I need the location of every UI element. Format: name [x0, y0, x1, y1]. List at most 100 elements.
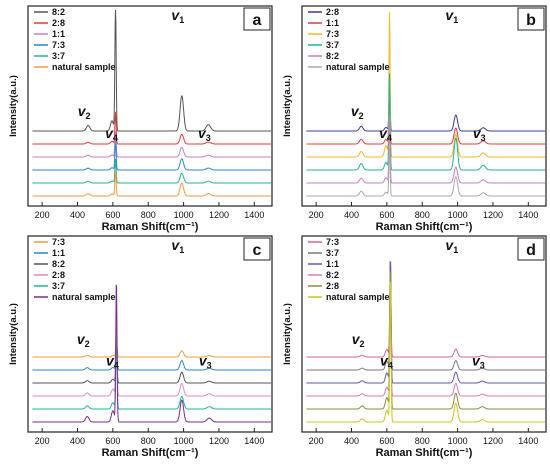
spectrum-line-8-2 — [306, 288, 546, 397]
x-tick-label: 600 — [379, 436, 394, 446]
legend-entry: 2:8 — [52, 18, 65, 28]
peak-label-subscript: 4 — [387, 133, 392, 143]
spectrum-line-7-3 — [32, 141, 272, 171]
panel-label: b — [526, 12, 536, 29]
peak-label-subscript: 1 — [453, 245, 458, 255]
x-tick-label: 600 — [379, 210, 394, 220]
x-axis-label: Raman Shift(cm⁻¹) — [376, 221, 473, 233]
panel-label-box — [243, 237, 271, 261]
legend-entry: 2:8 — [326, 281, 339, 291]
spectrum-line-1-1 — [306, 260, 546, 384]
legend-entry: 7:3 — [52, 237, 65, 247]
legend-entry: 7:3 — [52, 40, 65, 50]
x-axis-label: Raman Shift(cm⁻¹) — [376, 447, 473, 459]
spectrum-line-2-8 — [32, 111, 272, 145]
legend-entry: 3:7 — [52, 281, 65, 291]
x-tick-label: 1200 — [483, 436, 503, 446]
x-tick-label: 400 — [70, 210, 85, 220]
legend-entry: 7:3 — [326, 237, 339, 247]
x-tick-label: 200 — [309, 210, 324, 220]
x-tick-label: 1000 — [448, 210, 468, 220]
legend-entry: 2:8 — [52, 270, 65, 280]
peak-label-subscript: 1 — [453, 15, 458, 25]
x-tick-label: 400 — [344, 436, 359, 446]
x-tick-label: 200 — [35, 436, 50, 446]
spectrum-line-natural-sample — [306, 147, 546, 197]
legend-entry: 1:1 — [326, 259, 339, 269]
plot-frame — [27, 5, 273, 207]
legend-entry: 3:7 — [326, 248, 339, 258]
legend-entry: natural sample — [326, 292, 390, 302]
legend-entry: natural sample — [52, 292, 116, 302]
spectrum-line-2-8 — [306, 85, 546, 132]
spectrum-line-7-3 — [306, 265, 546, 358]
peak-label-subscript: 2 — [360, 339, 365, 349]
x-tick-label: 1200 — [483, 210, 503, 220]
x-tick-label: 1400 — [518, 210, 538, 220]
x-tick-label: 200 — [35, 210, 50, 220]
legend-entry: 3:7 — [52, 51, 65, 61]
spectrum-line-2-8 — [306, 271, 546, 410]
legend-entry: 8:2 — [52, 7, 65, 17]
peak-label-subscript: 3 — [207, 360, 212, 370]
spectrum-line-2-8 — [32, 311, 272, 397]
x-tick-label: 1200 — [209, 210, 229, 220]
spectrum-line-1-1 — [306, 87, 546, 145]
plot-frame — [27, 235, 273, 433]
spectrum-line-1-1 — [32, 131, 272, 158]
spectrum-line-natural-sample — [32, 170, 272, 197]
x-tick-label: 200 — [309, 436, 324, 446]
panel-label: c — [253, 242, 262, 259]
x-tick-label: 400 — [70, 436, 85, 446]
x-tick-label: 800 — [415, 436, 430, 446]
x-tick-label: 1000 — [448, 436, 468, 446]
peak-label-subscript: 4 — [113, 133, 118, 143]
spectrum-line-7-3 — [32, 338, 272, 358]
legend-entry: 2:8 — [326, 7, 339, 17]
panel-label-box — [243, 7, 271, 31]
y-axis-label: Intensity(a.u.) — [282, 303, 293, 365]
peak-label-subscript: 1 — [179, 15, 184, 25]
legend-entry: 8:2 — [52, 259, 65, 269]
legend-entry: 1:1 — [52, 29, 65, 39]
legend-entry: 1:1 — [52, 248, 65, 258]
spectrum-line-3-7 — [32, 158, 272, 184]
x-tick-label: 1200 — [209, 436, 229, 446]
y-axis-label: Intensity(a.u.) — [282, 75, 293, 137]
spectrum-line-3-7 — [32, 332, 272, 410]
peak-label-subscript: 1 — [179, 245, 184, 255]
peak-label-subscript: 3 — [480, 360, 485, 370]
peak-label-subscript: 3 — [206, 133, 211, 143]
peak-label-subscript: 2 — [85, 339, 90, 349]
spectrum-line-8-2 — [32, 336, 272, 384]
x-tick-label: 1000 — [174, 210, 194, 220]
spectrum-line-1-1 — [32, 339, 272, 371]
spectrum-line-3-7 — [306, 73, 546, 171]
legend-entry: 8:2 — [326, 51, 339, 61]
x-tick-label: 600 — [105, 436, 120, 446]
y-axis-label: Intensity(a.u.) — [8, 303, 19, 365]
x-axis-label: Raman Shift(cm⁻¹) — [102, 221, 199, 233]
panel-label-box — [517, 7, 545, 31]
legend-entry: 8:2 — [326, 270, 339, 280]
plot-frame — [301, 5, 547, 207]
spectrum-line-3-7 — [306, 262, 546, 371]
x-tick-label: 800 — [415, 210, 430, 220]
x-tick-label: 1400 — [244, 210, 264, 220]
y-axis-label: Intensity(a.u.) — [8, 75, 19, 137]
spectrum-line-8-2 — [32, 9, 272, 132]
legend-entry: 7:3 — [326, 29, 339, 39]
panel-label: d — [526, 242, 536, 259]
spectrum-line-8-2 — [306, 118, 546, 184]
x-tick-label: 400 — [344, 210, 359, 220]
x-axis-label: Raman Shift(cm⁻¹) — [102, 447, 199, 459]
panel-label-box — [517, 237, 545, 261]
spectrum-line-7-3 — [306, 12, 546, 158]
spectrum-line-natural-sample — [32, 284, 272, 423]
legend-entry: natural sample — [52, 62, 116, 72]
